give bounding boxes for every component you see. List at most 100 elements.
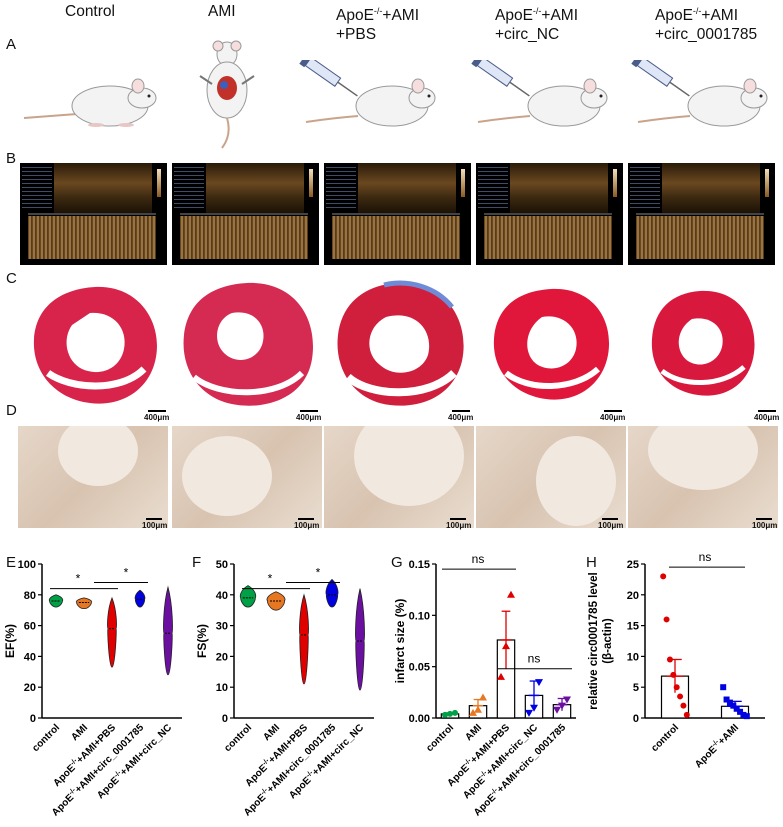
- header-nc-base: ApoE: [495, 7, 533, 25]
- ihc-image-ami: [172, 426, 322, 528]
- scale-bar-histo-5: 400μm: [754, 410, 779, 422]
- mouse-illustration-control: [23, 78, 157, 127]
- ihc-image-circ0001785: [628, 426, 778, 528]
- chart-h-ytick-label: 25: [627, 559, 639, 571]
- histology-ami: [183, 282, 313, 406]
- echo-image-control: [20, 163, 167, 265]
- panel-letter-b: B: [6, 150, 17, 167]
- mouse-surgery-illustration: [199, 40, 255, 149]
- chart-f-ylabel: FS(%): [195, 624, 209, 658]
- header-c1785-rest: +AMI: [701, 7, 739, 25]
- chart-f-ytick-label: 30: [216, 621, 228, 633]
- chart-h-xtick-label: control: [649, 722, 681, 754]
- chart-e-violin: [75, 597, 93, 610]
- chart-h-ytick-label: 15: [627, 621, 639, 633]
- chart-e-ytick-label: 60: [24, 621, 36, 633]
- chart-h-point: [733, 705, 740, 712]
- panel-letter-h: H: [586, 554, 597, 571]
- chart-e-violin: [107, 596, 117, 668]
- chart-e-ytick-label: 0: [30, 713, 36, 725]
- chart-g-ytick-label: 0.05: [409, 662, 430, 674]
- scale-bar-histo-2: 400μm: [296, 410, 321, 422]
- chart-f-ytick-label: 50: [216, 559, 228, 571]
- chart-h-point: [683, 711, 690, 718]
- header-pbs-line2: +PBS: [336, 26, 377, 44]
- header-c1785: ApoE-/-+AMI +circ_0001785: [655, 2, 757, 44]
- chart-e-xtick-label: control: [30, 722, 62, 754]
- histology-control: [33, 286, 157, 404]
- chart-h-xtick-label: ApoE-/-+AMI: [692, 721, 741, 770]
- chart-g-point: [507, 590, 515, 598]
- scale-bar-ihc-3: 100μm: [446, 518, 471, 530]
- chart-e-sig-label: *: [76, 572, 81, 586]
- chart-g-point: [563, 696, 571, 704]
- ihc-image-control: [18, 426, 168, 528]
- echo-image-pbs: [324, 163, 471, 265]
- panel-letter-a: A: [6, 36, 17, 53]
- header-nc-line2: +circ_NC: [495, 26, 560, 44]
- panel-letter-e: E: [6, 554, 17, 571]
- panel-letter-c: C: [6, 270, 17, 287]
- panel-letter-f: F: [192, 554, 202, 571]
- chart-h-point: [660, 573, 667, 580]
- chart-e-violin: [163, 585, 173, 676]
- header-control: Control: [65, 3, 115, 20]
- chart-g-xtick-label: AMI: [463, 722, 484, 743]
- histology-nc: [493, 288, 610, 400]
- chart-f-ytick-label: 40: [216, 590, 228, 602]
- chart-e-xtick-label: AMI: [69, 722, 90, 743]
- chart-e-violin: [134, 589, 146, 608]
- header-c1785-base: ApoE: [655, 7, 693, 25]
- chart-g-ytick-label: 0.00: [409, 713, 430, 725]
- scale-bar-ihc-5: 100μm: [752, 518, 777, 530]
- chart-g-ytick-label: 0.10: [409, 610, 430, 622]
- panel-letter-d: D: [6, 402, 17, 419]
- chart-h-point: [743, 713, 750, 720]
- scale-bar-ihc-2: 100μm: [294, 518, 319, 530]
- chart-f-violin: [239, 585, 257, 608]
- chart-h-point: [680, 702, 687, 709]
- chart-h-ytick-label: 10: [627, 651, 639, 663]
- chart-h-ytick-label: 5: [633, 682, 639, 694]
- chart-g-xtick-label: control: [424, 722, 456, 754]
- mouse-injection-circ0001785: [631, 60, 768, 127]
- chart-e-ytick-label: 40: [24, 651, 36, 663]
- header-pbs: ApoE-/-+AMI +PBS: [336, 2, 419, 44]
- chart-g-point: [447, 710, 453, 717]
- chart-g-ytick-label: 0.15: [409, 559, 430, 571]
- ihc-image-pbs: [324, 426, 474, 528]
- chart-h-ytick-label: 0: [633, 713, 639, 725]
- chart-h-point: [720, 684, 727, 691]
- panel-letter-g: G: [391, 554, 403, 571]
- chart-g-point: [452, 709, 458, 716]
- chart-f-ytick-label: 10: [216, 682, 228, 694]
- chart-h-point: [726, 699, 733, 706]
- chart-f-sig-label: *: [316, 565, 321, 579]
- chart-f-violin: [299, 593, 309, 685]
- chart-h-ylabel: relative circ0001785 level: [588, 572, 600, 709]
- chart-f-xtick-label: control: [222, 722, 254, 754]
- chart-h-point: [737, 708, 744, 715]
- header-c1785-sup: -/-: [692, 6, 702, 16]
- chart-g-point: [502, 642, 510, 650]
- chart-g-point: [553, 706, 561, 714]
- chart-g-point: [442, 711, 448, 718]
- header-pbs-rest: +AMI: [382, 7, 420, 25]
- chart-g-infarct-bar: 0.00 0.05 0.10 0.15 infarct size (%) control A…: [393, 552, 576, 819]
- chart-g-point: [558, 702, 566, 710]
- chart-h-point: [740, 711, 747, 718]
- chart-e-ylabel: EF(%): [3, 624, 17, 658]
- scale-bar-ihc-1: 100μm: [142, 518, 167, 530]
- chart-g-point: [497, 672, 505, 680]
- chart-e-sig-label: *: [124, 565, 129, 579]
- histology-circ0001785: [651, 290, 755, 396]
- chart-f-violin: [355, 588, 365, 691]
- histology-pbs: [337, 280, 464, 406]
- chart-h-point: [730, 702, 737, 709]
- echo-image-ami: [172, 163, 319, 265]
- chart-f-ytick-label: 20: [216, 651, 228, 663]
- chart-g-point: [530, 704, 538, 712]
- header-nc: ApoE-/-+AMI +circ_NC: [495, 2, 578, 44]
- chart-g-point: [474, 705, 482, 713]
